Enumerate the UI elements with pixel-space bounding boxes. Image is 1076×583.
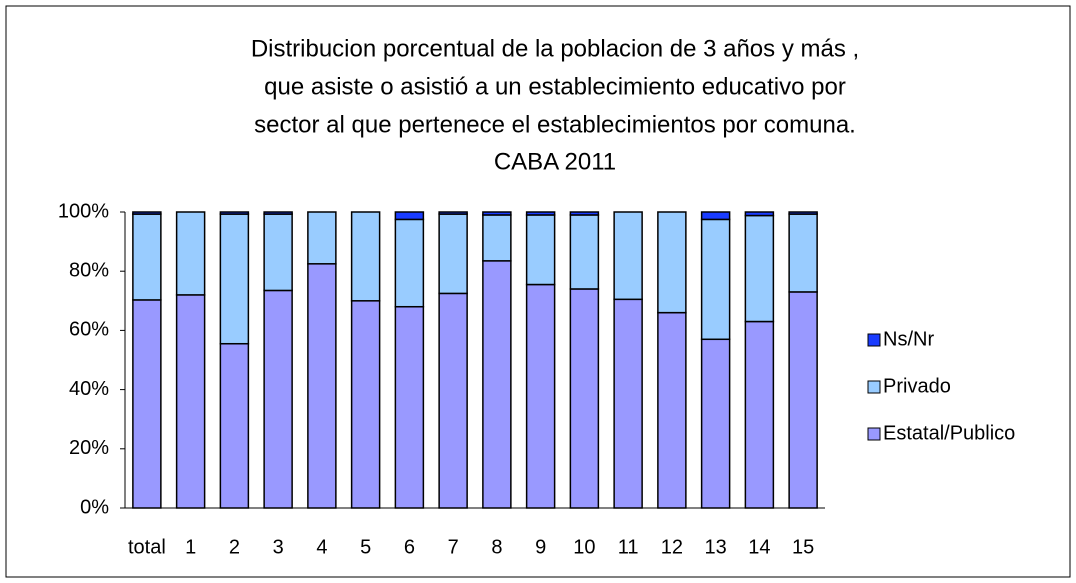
bar-segment bbox=[700, 211, 731, 221]
chart-title: CABA 2011 bbox=[494, 148, 616, 175]
x-tick-label: 13 bbox=[705, 536, 727, 558]
bar-segment bbox=[438, 292, 468, 509]
bar-segment bbox=[394, 218, 425, 308]
bar-segment bbox=[132, 299, 162, 509]
bar-segment bbox=[613, 211, 643, 301]
bar-segment bbox=[744, 320, 775, 509]
x-tick-label: 3 bbox=[273, 536, 284, 558]
legend-label: Ns/Nr bbox=[883, 328, 934, 350]
bar-segment bbox=[569, 214, 600, 290]
bar-segment bbox=[219, 342, 250, 509]
chart-title: sector al que pertenece el establecimien… bbox=[254, 111, 856, 138]
bar-segment bbox=[525, 211, 556, 216]
bar-segment bbox=[394, 305, 425, 509]
bar-segment bbox=[613, 298, 643, 509]
y-tick-label: 60% bbox=[69, 319, 109, 341]
bar-segment bbox=[569, 288, 600, 509]
legend-swatch bbox=[867, 380, 881, 394]
x-tick-label: 12 bbox=[661, 536, 683, 558]
bar-segment bbox=[307, 211, 337, 265]
x-tick-label: 4 bbox=[316, 536, 327, 558]
x-tick-label: 14 bbox=[748, 536, 770, 558]
bar-segment bbox=[657, 311, 687, 509]
bar-segment bbox=[350, 300, 381, 509]
y-tick-label: 80% bbox=[69, 259, 109, 281]
x-tick-label: 6 bbox=[404, 536, 415, 558]
legend-label: Estatal/Publico bbox=[883, 422, 1015, 444]
bar-segment bbox=[482, 214, 512, 262]
legend-label: Privado bbox=[883, 375, 951, 397]
x-tick-label: 15 bbox=[792, 536, 814, 558]
bar-segment bbox=[350, 211, 381, 302]
bar-segment bbox=[788, 291, 818, 509]
x-tick-label: 2 bbox=[229, 536, 240, 558]
legend-swatch bbox=[867, 427, 881, 441]
bar-segment bbox=[788, 213, 818, 293]
bar-segment bbox=[525, 214, 556, 286]
bar-segment bbox=[263, 289, 293, 509]
bar-segment bbox=[219, 211, 250, 215]
bar-segment bbox=[132, 213, 162, 301]
bar-segment bbox=[482, 211, 512, 216]
bar-segment bbox=[307, 263, 337, 509]
bar-segment bbox=[263, 213, 293, 292]
chart-title: Distribucion porcentual de la poblacion … bbox=[251, 35, 859, 62]
bar-segment bbox=[657, 211, 687, 314]
bar-segment bbox=[700, 338, 731, 509]
bar-segment bbox=[175, 211, 206, 296]
y-tick-label: 20% bbox=[69, 437, 109, 459]
x-tick-label: total bbox=[128, 536, 166, 558]
bar-segment bbox=[569, 211, 600, 216]
bar-segment bbox=[438, 213, 468, 295]
chart-title: que asiste o asistió a un establecimient… bbox=[264, 73, 846, 100]
bar-segment bbox=[263, 211, 293, 215]
x-tick-label: 9 bbox=[535, 536, 546, 558]
bar-segment bbox=[700, 218, 731, 341]
bar-segment bbox=[744, 214, 775, 323]
x-tick-label: 8 bbox=[491, 536, 502, 558]
x-tick-label: 1 bbox=[185, 536, 196, 558]
y-tick-label: 40% bbox=[69, 378, 109, 400]
y-tick-label: 0% bbox=[80, 496, 109, 518]
x-tick-label: 7 bbox=[448, 536, 459, 558]
x-tick-label: 5 bbox=[360, 536, 371, 558]
bar-segment bbox=[132, 211, 162, 215]
bar-segment bbox=[482, 260, 512, 509]
bar-segment bbox=[175, 294, 206, 509]
x-tick-label: 11 bbox=[618, 536, 639, 558]
bar-segment bbox=[788, 211, 818, 215]
bar-segment bbox=[744, 211, 775, 217]
y-tick-label: 100% bbox=[58, 200, 109, 222]
bar-segment bbox=[219, 213, 250, 345]
x-tick-label: 10 bbox=[573, 536, 595, 558]
legend-swatch bbox=[867, 333, 881, 347]
bar-segment bbox=[394, 211, 425, 221]
bar-segment bbox=[438, 211, 468, 215]
bar-segment bbox=[525, 283, 556, 509]
